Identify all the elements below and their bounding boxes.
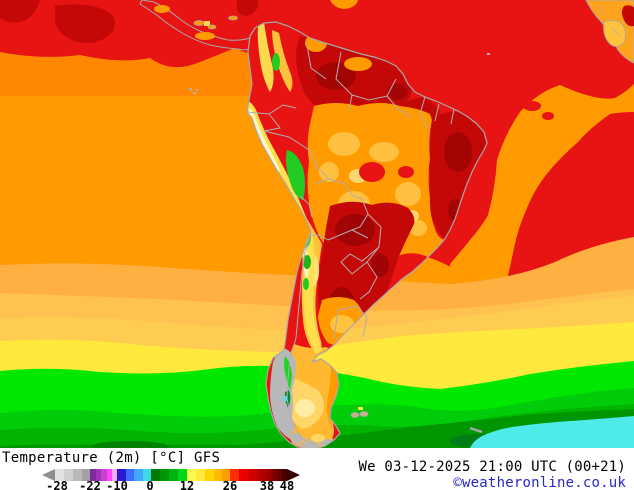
scale-segment xyxy=(239,469,248,481)
scale-segment xyxy=(151,469,160,481)
scale-segment xyxy=(222,469,230,481)
scale-tick-label: 12 xyxy=(179,479,195,490)
scale-right-arrow-icon xyxy=(287,469,300,481)
coastline xyxy=(246,21,488,448)
scale-segment xyxy=(160,469,169,481)
scale-segment xyxy=(107,469,112,481)
land-warm-patch xyxy=(195,32,215,40)
africa-borders xyxy=(597,5,621,37)
scale-segment xyxy=(267,469,272,481)
ocean-hot-patch xyxy=(542,112,554,120)
scale-tick-label: -10 xyxy=(106,479,128,490)
scale-segment xyxy=(187,469,196,481)
valid-datetime: We 03-12-2025 21:00 UTC (00+21) xyxy=(358,459,626,475)
scale-segment xyxy=(282,469,287,481)
ocean-hot-patch xyxy=(523,101,541,111)
ocean-cold-patch xyxy=(92,441,168,448)
map-title: Temperature (2m) [°C] GFS xyxy=(2,450,221,466)
falkland-islands xyxy=(350,411,369,418)
scale-left-arrow-icon xyxy=(42,469,55,481)
scale-tick-label: 26 xyxy=(222,479,238,490)
scale-segment xyxy=(134,469,143,481)
land-warm-patch xyxy=(154,5,170,13)
pacific-deep-orange xyxy=(0,48,256,100)
atlantic-orange xyxy=(450,84,634,309)
atlantic-islet xyxy=(487,53,490,55)
country-borders xyxy=(246,44,455,446)
scale-segment xyxy=(90,469,96,481)
scale-tick-label: 38 xyxy=(259,479,275,490)
island-warm-patch xyxy=(358,407,363,410)
highland-patch xyxy=(204,21,210,26)
scale-segment xyxy=(117,469,126,481)
south-georgia-island xyxy=(469,426,483,434)
scale-segment xyxy=(64,469,73,481)
scale-tick-label: -28 xyxy=(46,479,68,490)
africa-patch xyxy=(603,20,626,47)
scale-segment xyxy=(169,469,178,481)
copyright-watermark: ©weatheronline.co.uk xyxy=(453,475,626,490)
ocean-warm-patch xyxy=(330,0,358,9)
map-area xyxy=(0,0,634,448)
scale-segment xyxy=(196,469,205,481)
scale-segment xyxy=(112,469,117,481)
scale-segment xyxy=(258,469,267,481)
scale-segment xyxy=(214,469,222,481)
scale-tick-label: -22 xyxy=(79,479,101,490)
ocean-dark-patch xyxy=(237,0,259,16)
scale-segment xyxy=(101,469,107,481)
scale-segment xyxy=(277,469,282,481)
scale-segment xyxy=(143,469,151,481)
caribbean-islands xyxy=(193,15,238,30)
scale-tick-label: 0 xyxy=(146,479,154,490)
scale-segment xyxy=(73,469,82,481)
scale-tick-label: 48 xyxy=(279,479,295,490)
ocean-dark-patch xyxy=(0,0,40,23)
scale-segment xyxy=(205,469,214,481)
ocean-dark-patch xyxy=(55,4,116,43)
scale-segment xyxy=(230,469,239,481)
scale-segment xyxy=(55,469,64,481)
south-america-temperature-map xyxy=(0,0,634,448)
africa-hot-patch xyxy=(622,5,634,27)
galapagos-islands xyxy=(189,88,198,94)
scale-segment xyxy=(82,469,90,481)
scale-segment xyxy=(178,469,187,481)
ocean-cyan-band xyxy=(470,416,634,448)
scale-segment xyxy=(96,469,101,481)
scale-segment xyxy=(126,469,134,481)
scale-segment xyxy=(272,469,277,481)
scale-segment xyxy=(248,469,258,481)
